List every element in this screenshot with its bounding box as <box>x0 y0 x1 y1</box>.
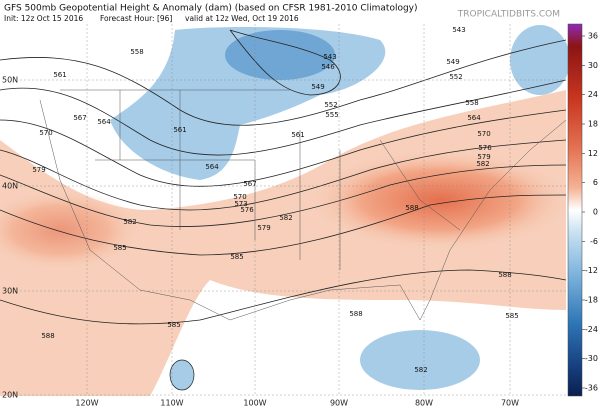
cold-anomaly <box>510 25 570 95</box>
colorbar-label: -30 <box>585 354 598 363</box>
contour-label: 543 <box>452 26 465 34</box>
contour-label: 579 <box>477 153 490 161</box>
colorbar-label: -6 <box>590 237 598 246</box>
contour-label: 579 <box>257 224 270 232</box>
latitude-label: 20N <box>2 391 18 400</box>
contour-label: 585 <box>505 312 518 320</box>
colorbar-label: -36 <box>585 384 598 393</box>
contour-label: 576 <box>240 206 254 214</box>
height-contours <box>0 29 567 325</box>
contour-label: 582 <box>123 218 136 226</box>
cold-anomaly <box>169 359 195 391</box>
lat-lon-grid <box>20 24 566 396</box>
contour-label: 549 <box>446 58 459 66</box>
contour-label: 570 <box>477 130 490 138</box>
longitude-label: 110W <box>160 399 183 408</box>
source: TROPICALTIDBITS.COM <box>457 10 560 20</box>
contour-label: 576 <box>478 144 492 152</box>
longitude-label: 120W <box>75 399 98 408</box>
contour-label: 588 <box>498 271 511 279</box>
longitude-label: 90W <box>330 399 348 408</box>
colorbar-ticks: 36 30 24 18 12 6 0 -6 -12 -18 -24 -30 -36 <box>582 32 598 393</box>
contour-label: 567 <box>243 180 256 188</box>
contour-label: 585 <box>230 253 243 261</box>
contour-label: 582 <box>414 366 427 374</box>
contour-label: 564 <box>467 114 481 122</box>
warm-anomaly <box>0 190 140 270</box>
contour-label: 579 <box>32 166 45 174</box>
colorbar-label: -18 <box>585 296 598 305</box>
contour-label: 549 <box>311 83 324 91</box>
contour-label: 570 <box>39 129 52 137</box>
contour-label: 561 <box>291 131 304 139</box>
contour-label: 570 <box>233 193 246 201</box>
warm-anomaly <box>310 150 570 250</box>
colorbar-label: -24 <box>585 325 598 334</box>
colorbar-label: 30 <box>588 61 598 70</box>
colorbar <box>567 23 583 397</box>
contour-label: 564 <box>97 118 111 126</box>
contour-label: 564 <box>205 163 219 171</box>
latitude-label: 50N <box>2 76 18 85</box>
contour-label: 552 <box>449 73 462 81</box>
contour-label: 585 <box>113 244 126 252</box>
contour-label: 573 <box>234 200 247 208</box>
longitude-label: 100W <box>243 399 266 408</box>
contour-label: 588 <box>405 204 418 212</box>
contour-label: 546 <box>321 63 335 71</box>
contour-label: 561 <box>173 126 186 134</box>
contour-label: 561 <box>53 71 66 79</box>
colorbar-label: 24 <box>588 90 598 99</box>
contour-label: 588 <box>41 332 54 340</box>
colorbar-scale <box>567 23 583 397</box>
longitude-label: 80W <box>415 399 433 408</box>
init: Init: 12z Oct 15 2016 <box>4 14 83 23</box>
contour-label: 585 <box>167 321 180 329</box>
neutral-area <box>0 24 566 210</box>
contour-label: 558 <box>130 48 143 56</box>
longitude-label: 70W <box>501 399 519 408</box>
contour-label: 588 <box>349 310 362 318</box>
contour-label: 555 <box>325 111 338 119</box>
colorbar-label: -12 <box>585 266 598 275</box>
cold-anomaly <box>225 30 335 80</box>
contour-label: 543 <box>323 53 336 61</box>
latitude-label: 30N <box>2 287 18 296</box>
geo-labels: 50N 40N 30N 20N 120W 110W 100W 90W 80W 70W <box>2 76 519 408</box>
latitude-label: 40N <box>2 182 18 191</box>
colorbar-label: 6 <box>593 178 598 187</box>
colorbar-label: 12 <box>588 149 598 158</box>
contour-label: 582 <box>279 214 292 222</box>
map <box>0 24 570 396</box>
contour-label: 552 <box>324 101 337 109</box>
valid-time: valid at 12z Wed, Oct 19 2016 <box>185 14 299 23</box>
title: GFS 500mb Geopotential Height & Anomaly … <box>4 4 418 14</box>
cold-anomaly <box>360 330 480 390</box>
colorbar-label: 0 <box>593 208 598 217</box>
contour-label: 582 <box>476 160 489 168</box>
contour-label: 567 <box>73 114 86 122</box>
colorbar-label: 18 <box>588 120 598 129</box>
colorbar-label: 36 <box>588 32 598 41</box>
forecast-hour: Forecast Hour: [96] <box>100 14 172 23</box>
contour-label: 558 <box>465 99 478 107</box>
